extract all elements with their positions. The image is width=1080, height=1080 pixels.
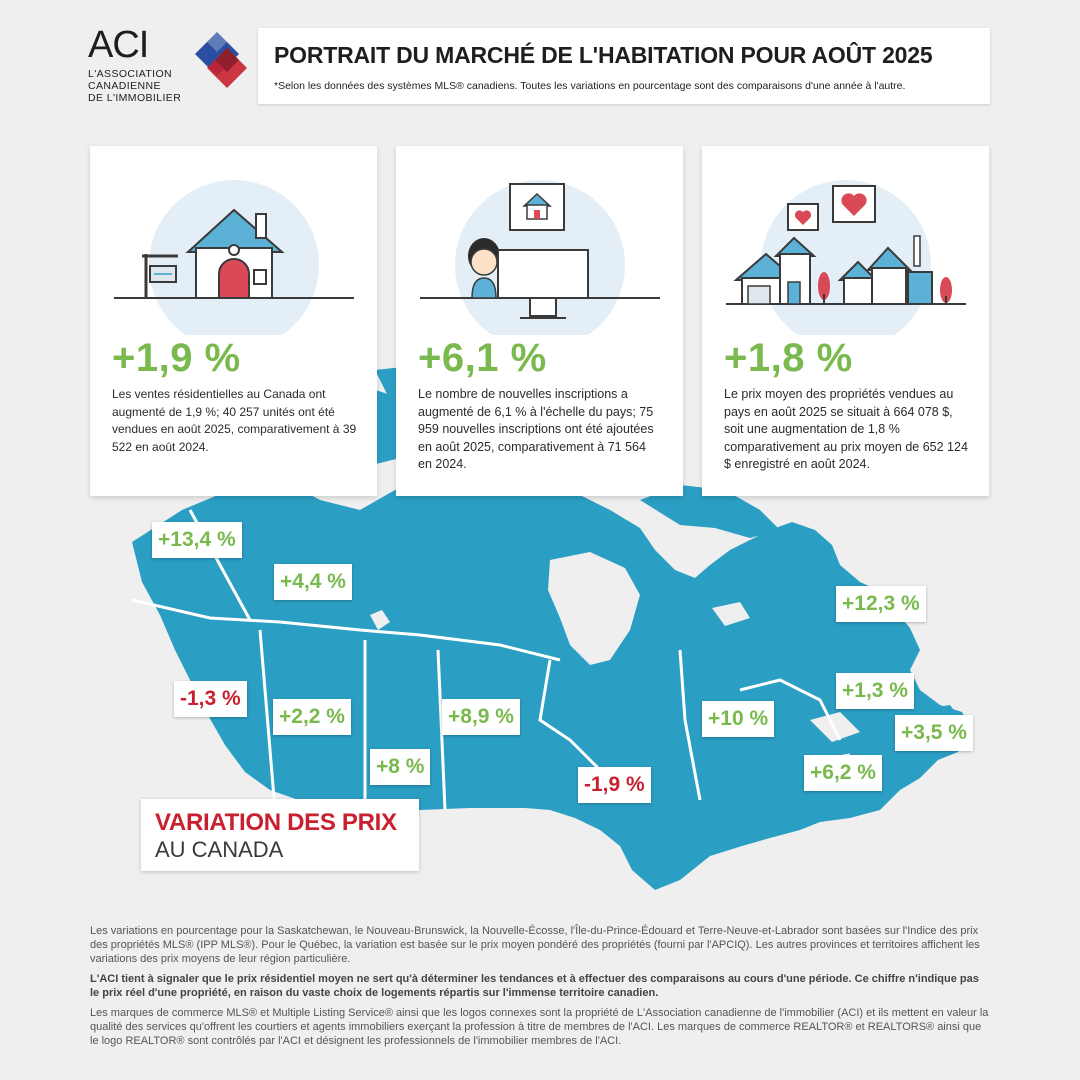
price-variation-legend: VARIATION DES PRIX AU CANADA xyxy=(141,799,419,871)
label-new-brunswick: +6,2 % xyxy=(804,755,882,791)
footnote-disclaimer: L'ACI tient à signaler que le prix résid… xyxy=(90,973,979,999)
page-title: PORTRAIT DU MARCHÉ DE L'HABITATION POUR … xyxy=(274,42,933,68)
person-computer-listing-icon xyxy=(420,180,660,335)
label-yukon: +13,4 % xyxy=(152,522,242,558)
label-prince-edward-island: +1,3 % xyxy=(836,673,914,709)
price-value: +1,8 % xyxy=(724,336,853,380)
aci-logo: ACI L'ASSOCIATION CANADIENNE DE L'IMMOBI… xyxy=(88,26,248,106)
footnote-trademarks: Les marques de commerce MLS® et Multiple… xyxy=(90,1007,989,1047)
label-british-columbia: -1,3 % xyxy=(174,681,247,717)
listings-value: +6,1 % xyxy=(418,336,547,380)
neighborhood-hearts-icon xyxy=(726,180,966,335)
label-quebec: +10 % xyxy=(702,701,775,737)
label-saskatchewan: +8 % xyxy=(370,749,431,785)
label-alberta: +2,2 % xyxy=(273,699,351,735)
sales-description: Les ventes résidentielles au Canada ont … xyxy=(112,387,357,454)
sales-value: +1,9 % xyxy=(112,336,241,380)
sales-card: +1,9 % Les ventes résidentielles au Cana… xyxy=(90,146,377,496)
header-box: PORTRAIT DU MARCHÉ DE L'HABITATION POUR … xyxy=(258,28,990,104)
price-card: +1,8 % Le prix moyen des propriétés vend… xyxy=(702,146,989,496)
legend-line-2: AU CANADA xyxy=(155,837,284,862)
label-newfoundland-labrador: +12,3 % xyxy=(836,586,926,622)
label-northwest-territories: +4,4 % xyxy=(274,564,352,600)
label-nova-scotia: +3,5 % xyxy=(895,715,973,751)
province-borders xyxy=(131,509,851,811)
page-subtitle: *Selon les données des systèmes MLS® can… xyxy=(274,80,906,92)
logo-tagline: L'ASSOCIATION CANADIENNE DE L'IMMOBILIER xyxy=(88,68,182,104)
aci-diamond-icon xyxy=(195,32,247,88)
label-ontario: -1,9 % xyxy=(578,767,651,803)
label-manitoba: +8,9 % xyxy=(442,699,520,735)
listings-card: +6,1 % Le nombre de nouvelles inscriptio… xyxy=(396,146,683,496)
logo-brand: ACI xyxy=(88,24,149,66)
footnote-methodology: Les variations en pourcentage pour la Sa… xyxy=(90,925,980,965)
footnotes: Les variations en pourcentage pour la Sa… xyxy=(90,924,990,1054)
price-description: Le prix moyen des propriétés vendues au … xyxy=(724,387,968,471)
house-for-sale-icon xyxy=(114,180,354,335)
listings-description: Le nombre de nouvelles inscriptions a au… xyxy=(418,387,654,471)
legend-line-1: VARIATION DES PRIX xyxy=(155,809,397,836)
water-bodies xyxy=(370,552,860,742)
